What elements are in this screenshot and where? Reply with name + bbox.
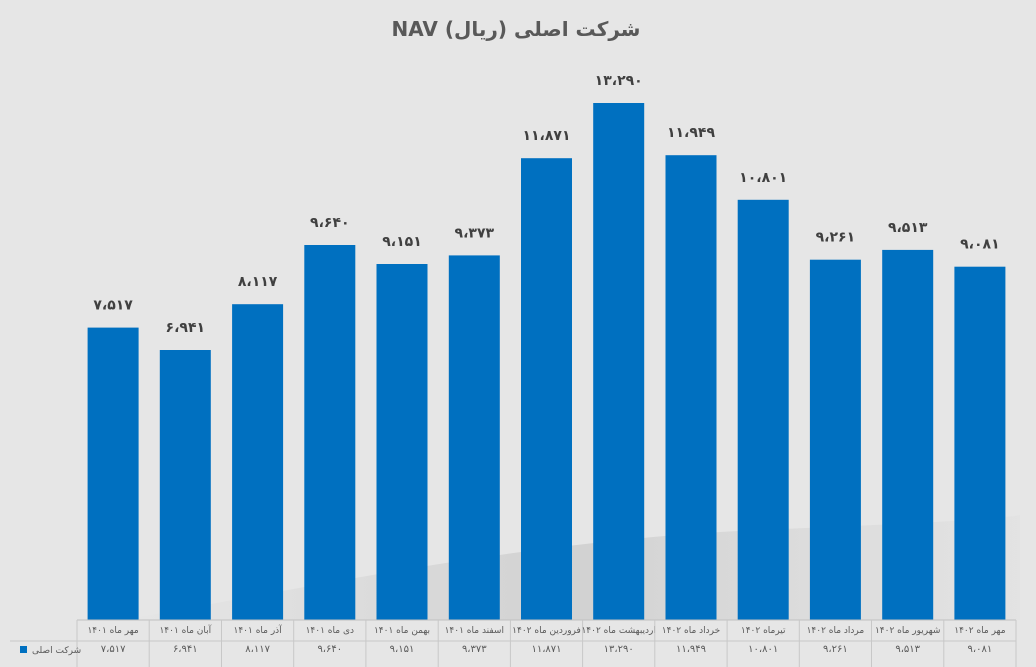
data-label-10: ۱۰،۸۰۱ (739, 170, 787, 186)
table-value-4: ۹،۶۴۰ (317, 644, 342, 655)
table-value-6: ۹،۳۷۳ (462, 644, 487, 655)
data-label-4: ۹،۶۴۰ (310, 215, 350, 231)
bar-7 (521, 158, 572, 620)
bar-1 (87, 327, 139, 620)
category-label-9: خرداد ماه ۱۴۰۲ (662, 626, 720, 636)
category-label-10: تیرماه ۱۴۰۲ (741, 626, 786, 636)
data-label-2: ۶،۹۴۱ (166, 320, 206, 336)
bar-11 (809, 259, 861, 620)
bar-10 (737, 199, 789, 621)
table-value-8: ۱۳،۲۹۰ (604, 644, 634, 655)
bar-3 (232, 304, 284, 620)
table-value-9: ۱۱،۹۴۹ (676, 644, 706, 655)
table-value-2: ۶،۹۴۱ (173, 644, 198, 655)
data-label-9: ۱۱،۹۴۹ (667, 125, 715, 141)
category-label-2: آبان ماه ۱۴۰۱ (159, 624, 211, 636)
category-label-11: مرداد ماه ۱۴۰۲ (807, 626, 865, 636)
data-table: مهر ماه ۱۴۰۱ ۷،۵۱۷ آبان ماه ۱۴۰۱ ۶،۹۴۱ آذر م… (10, 619, 1017, 667)
bar-6 (448, 255, 500, 620)
bar-2 (159, 350, 211, 620)
category-label-7: فروردین ماه ۱۴۰۲ (512, 626, 581, 636)
data-label-12: ۹،۵۱۳ (888, 220, 928, 236)
data-label-11: ۹،۲۶۱ (816, 230, 856, 246)
category-label-6: اسفند ماه ۱۴۰۱ (445, 626, 504, 636)
category-label-12: شهریور ماه ۱۴۰۲ (875, 626, 941, 636)
data-label-5: ۹،۱۵۱ (382, 234, 422, 250)
bar-9 (665, 155, 717, 620)
table-value-11: ۹،۲۶۱ (823, 644, 848, 655)
bars-layer (87, 103, 1006, 621)
category-label-5: بهمن ماه ۱۴۰۱ (374, 626, 430, 636)
table-value-12: ۹،۵۱۳ (895, 644, 920, 655)
bar-5 (376, 264, 428, 620)
bar-8 (593, 103, 645, 620)
table-value-3: ۸،۱۱۷ (245, 644, 270, 655)
data-label-3: ۸،۱۱۷ (238, 274, 278, 290)
bar-13 (954, 266, 1006, 620)
category-label-8: اردیبهشت ماه ۱۴۰۲ (581, 626, 655, 636)
bar-4 (304, 245, 356, 620)
table-value-10: ۱۰،۸۰۱ (748, 644, 778, 655)
data-label-1: ۷،۵۱۷ (93, 298, 133, 314)
table-value-13: ۹،۰۸۱ (968, 644, 993, 655)
legend-label: شرکت اصلی (32, 646, 81, 656)
data-label-7: ۱۱،۸۷۱ (522, 128, 570, 144)
chart-title: NAV شرکت اصلی (ریال) (392, 17, 641, 41)
category-label-13: مهر ماه ۱۴۰۲ (954, 626, 1005, 636)
category-label-1: مهر ماه ۱۴۰۱ (87, 626, 138, 636)
table-value-7: ۱۱،۸۷۱ (531, 644, 561, 655)
data-labels-layer: ۷،۵۱۷ ۶،۹۴۱ ۸،۱۱۷ ۹،۶۴۰ ۹،۱۵۱ ۹،۳۷۳ ۱۱،۸۷۱ ۱۳،۲… (93, 73, 999, 336)
table-value-5: ۹،۱۵۱ (390, 644, 415, 655)
category-label-4: دی ماه ۱۴۰۱ (306, 626, 354, 636)
data-label-6: ۹،۳۷۳ (455, 225, 495, 241)
legend-swatch (20, 646, 27, 653)
data-label-8: ۱۳،۲۹۰ (595, 73, 643, 89)
data-label-13: ۹،۰۸۱ (960, 237, 1000, 253)
table-value-1: ۷،۵۱۷ (101, 644, 126, 655)
category-label-3: آذر ماه ۱۴۰۱ (233, 624, 282, 636)
bar-12 (882, 249, 934, 620)
